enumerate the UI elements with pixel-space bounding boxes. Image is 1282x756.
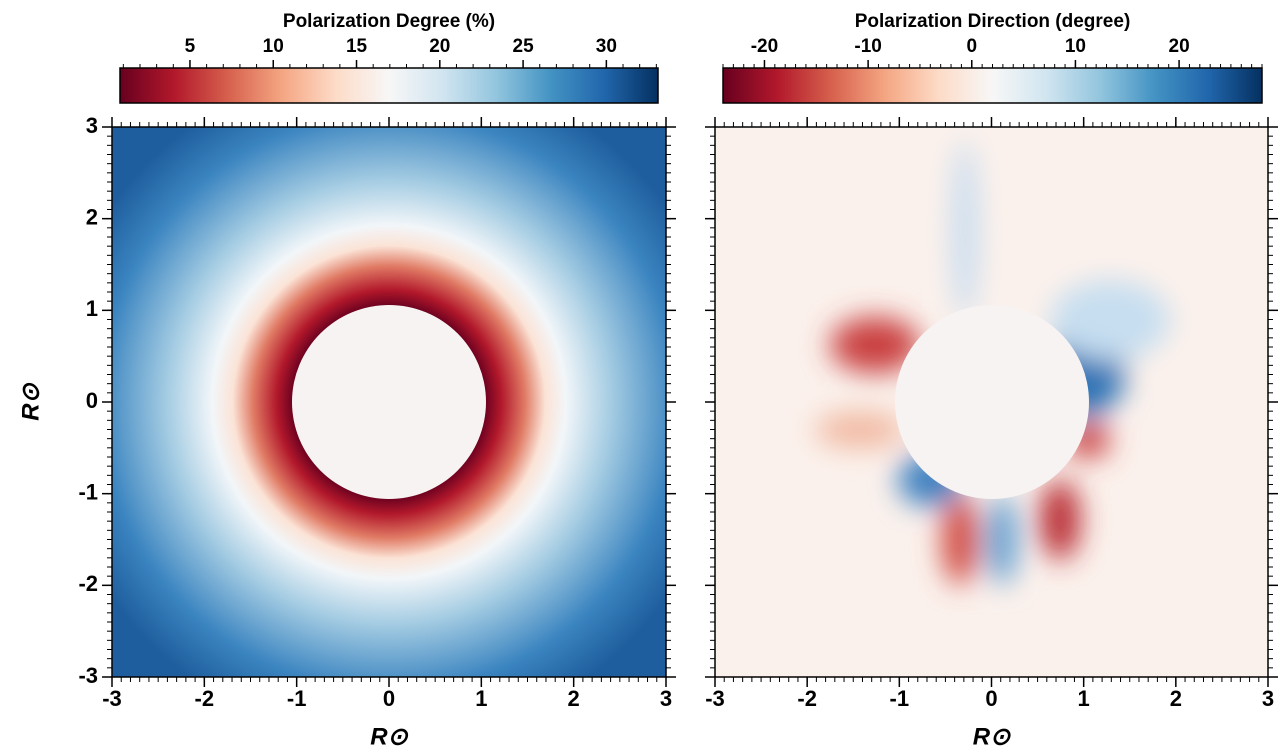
x-tick-label: 2 [1170, 686, 1182, 711]
colorbar-title: Polarization Degree (%) [283, 11, 495, 32]
colorbar-tick-label: 0 [966, 36, 977, 57]
x-axis-label: R⊙ [973, 723, 1011, 750]
colorbar-tick-label: 10 [263, 36, 284, 57]
colorbar-tick-label: 20 [1169, 36, 1190, 57]
heatmap-image [112, 127, 666, 677]
x-tick-label: -2 [195, 686, 215, 711]
x-tick-label: 1 [1078, 686, 1090, 711]
x-tick-label: 1 [475, 686, 487, 711]
y-tick-label: -2 [78, 571, 98, 596]
colorbar-tick-label: 25 [513, 36, 535, 57]
colorbar-tick-label: 20 [429, 36, 450, 57]
colorbar-tick-label: 30 [596, 36, 617, 57]
colorbar [722, 67, 1263, 104]
colorbar-tick-label: -10 [854, 36, 881, 57]
colorbar-tick-label: 10 [1065, 36, 1086, 57]
heatmap-image [715, 127, 1268, 677]
x-tick-label: -1 [287, 686, 307, 711]
colorbar-tick-label: -20 [751, 36, 778, 57]
colorbar [119, 67, 659, 104]
x-tick-label: 2 [568, 686, 580, 711]
y-tick-label: 1 [86, 296, 98, 321]
y-tick-label: 0 [86, 388, 98, 413]
x-tick-label: -1 [890, 686, 910, 711]
x-tick-label: -3 [705, 686, 725, 711]
colorbar-tick-label: 15 [346, 36, 368, 57]
x-tick-label: 0 [985, 686, 997, 711]
x-axis-label: R⊙ [370, 723, 408, 750]
y-axis-label: R⊙ [17, 382, 44, 420]
colorbar-tick-label: 5 [185, 36, 196, 57]
y-tick-label: 2 [86, 204, 98, 229]
colorbar-title: Polarization Direction (degree) [855, 11, 1131, 32]
x-tick-label: -2 [797, 686, 817, 711]
x-tick-label: 3 [1262, 686, 1274, 711]
x-tick-label: 0 [383, 686, 395, 711]
x-tick-label: 3 [660, 686, 672, 711]
y-tick-label: 3 [86, 113, 98, 138]
x-tick-label: -3 [102, 686, 122, 711]
y-tick-label: -3 [78, 663, 98, 688]
y-tick-label: -1 [78, 479, 98, 504]
